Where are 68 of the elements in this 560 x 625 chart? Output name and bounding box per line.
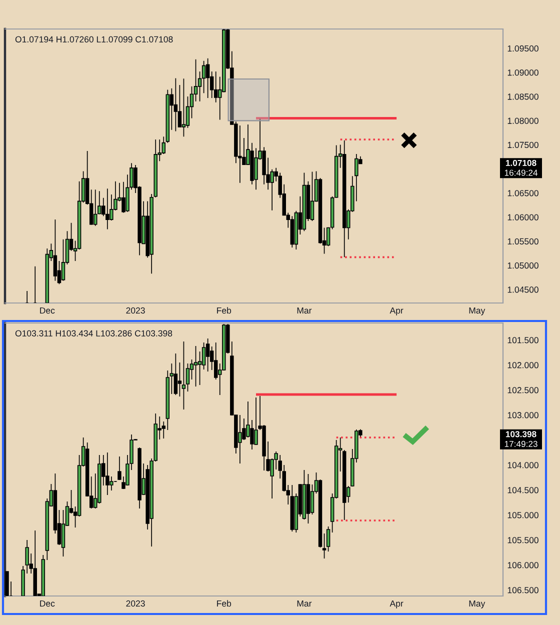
x-tick-label: Feb: [217, 307, 232, 314]
y-tick-label: 104.000: [508, 462, 538, 468]
candlestick: [93, 189, 98, 226]
text: 1.07108: [506, 160, 536, 166]
y-tick-label: 1.09500: [508, 45, 538, 52]
candlestick: [238, 125, 242, 184]
candlestick: [182, 78, 186, 137]
y-tick-label: 103.000: [508, 412, 538, 418]
candlestick: [138, 447, 142, 509]
annotation: O103.311 H103.434 L103.286 C103.398: [15, 330, 172, 336]
x-tick-label: Dec: [40, 600, 55, 607]
y-tick-label: 104.500: [508, 487, 538, 494]
x-tick-label: Feb: [217, 600, 232, 607]
x-tick-label: Apr: [390, 307, 404, 316]
y-tick-label: 1.04500: [508, 286, 538, 293]
y-tick-label: 106.500: [508, 587, 538, 594]
candlestick: [186, 363, 190, 392]
candlestick: [342, 140, 346, 258]
text: 16:49:24: [504, 170, 538, 176]
x-tick-label: May: [469, 307, 486, 316]
candlestick: [206, 338, 210, 372]
y-tick-label: 1.06000: [508, 214, 538, 220]
candlestick: [53, 219, 58, 282]
candlestick: [206, 58, 210, 98]
annotation: O1.07194 H1.07260 L1.07099 C1.07108: [15, 36, 173, 42]
y-tick-label: 1.06500: [508, 190, 538, 196]
y-tick-label: 102.000: [508, 362, 538, 368]
x-tick-label: Dec: [40, 307, 55, 314]
candlestick: [174, 78, 178, 132]
candlestick: [106, 188, 110, 230]
y-tick-label: 106.000: [508, 562, 538, 568]
candlestick: [326, 526, 330, 552]
candlestick: [306, 474, 310, 524]
y-tick-label: 105.500: [508, 537, 538, 544]
candlestick: [106, 452, 110, 496]
y-tick-label: 101.500: [508, 337, 538, 344]
candlestick: [302, 470, 306, 520]
x-tick-label: Mar: [297, 307, 312, 314]
candlestick: [33, 266, 37, 303]
candlestick: [310, 171, 314, 222]
candlestick: [33, 530, 37, 596]
candlestick: [254, 397, 258, 446]
candlestick: [238, 414, 242, 464]
y-tick-label: 102.500: [508, 387, 538, 394]
candlestick: [290, 484, 294, 532]
candlestick: [202, 60, 206, 94]
candlestick: [41, 554, 46, 596]
y-tick-label: 1.09000: [508, 69, 538, 76]
x-tick-label: 2023: [126, 600, 145, 607]
candlestick: [5, 571, 9, 596]
text: 103.398: [506, 431, 536, 438]
candlestick: [182, 341, 186, 410]
x-tick-label: May: [469, 600, 486, 608]
y-tick-label: 1.08500: [508, 94, 538, 100]
candlestick: [322, 533, 326, 559]
candlestick: [25, 290, 29, 303]
candlestick: [194, 346, 198, 387]
y-tick-label: 105.000: [508, 512, 538, 518]
x-tick-label: Mar: [297, 600, 312, 607]
x-tick-label: Apr: [390, 600, 404, 608]
y-tick-label: 1.05500: [508, 238, 538, 245]
y-tick-label: 1.07500: [508, 142, 538, 148]
x-tick-label: 2023: [126, 307, 145, 314]
candlestick: [174, 353, 178, 396]
y-tick-label: 1.08000: [508, 118, 538, 124]
text: 17:49:23: [504, 440, 538, 448]
y-tick-label: 1.05000: [508, 262, 538, 269]
candlestick: [302, 172, 306, 232]
